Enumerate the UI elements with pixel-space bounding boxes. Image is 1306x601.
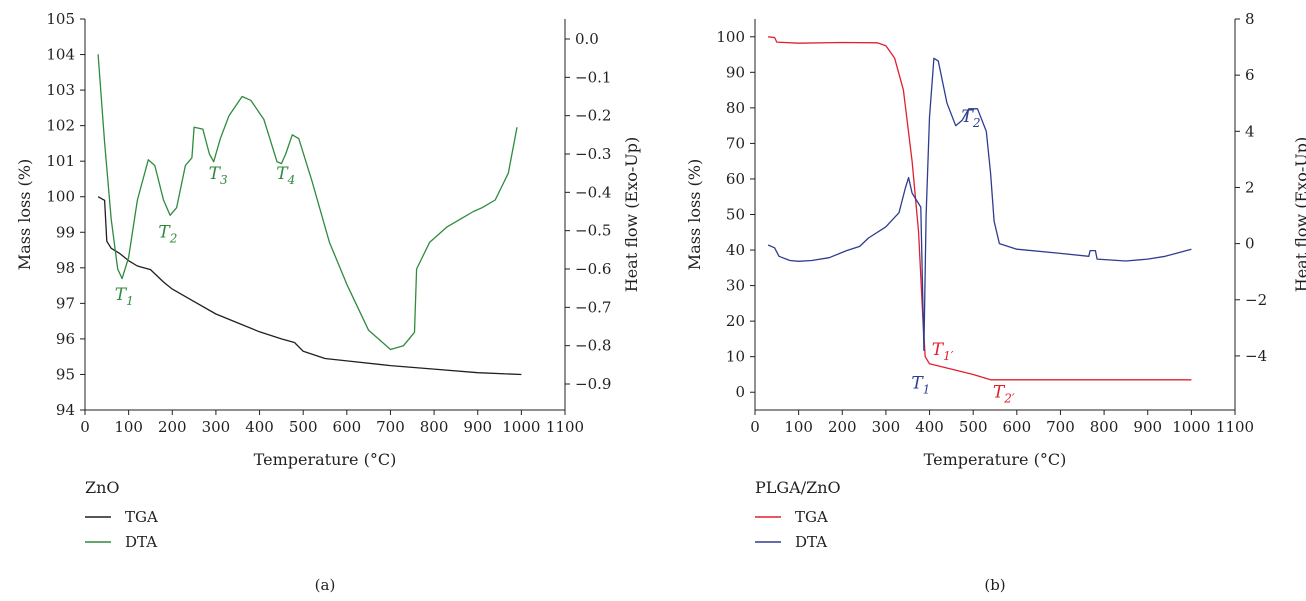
x-tick-label: 300 [872, 418, 901, 436]
series-line-tga [97, 196, 522, 376]
annotation-t2prime: T2′ [993, 383, 1015, 406]
y-left-tick-label: 70 [726, 134, 745, 152]
y-right-tick-label: −0.3 [575, 145, 611, 163]
y-left-tick-label: 98 [56, 259, 75, 277]
x-tick-label: 0 [80, 418, 90, 436]
annotation-t1prime: T1′ [932, 340, 954, 363]
y-left-tick-label: 104 [46, 46, 75, 64]
y-right-tick-label: −0.4 [575, 183, 611, 201]
y-right-tick-label: 2 [1245, 178, 1255, 196]
x-tick-label: 600 [1002, 418, 1031, 436]
panel-b-chart: 0 100 200 300 400 500 600 700 800 900 1000 11000102… [685, 10, 1306, 594]
x-axis-title: Temperature (°C) [924, 450, 1067, 469]
y-left-tick-label: 40 [726, 241, 745, 259]
y-right-tick-label: 0.0 [575, 30, 599, 48]
y-left-tick-label: 96 [56, 330, 75, 348]
legend-label-tga: TGA [795, 508, 828, 526]
x-tick-label: 1000 [502, 418, 540, 436]
panel-label: (b) [984, 576, 1005, 594]
annotation-t3: T3 [209, 164, 228, 187]
x-tick-label: 1100 [1216, 418, 1254, 436]
y-right-axis-title: Heat flow (Exo-Up) [622, 137, 641, 293]
x-tick-label: 800 [420, 418, 449, 436]
x-tick-label: 200 [158, 418, 187, 436]
y-right-tick-label: 8 [1245, 10, 1255, 28]
y-right-tick-label: 0 [1245, 235, 1255, 253]
panel-label: (a) [315, 576, 336, 594]
annotation-t1: T1 [911, 374, 930, 397]
x-tick-label: 900 [1133, 418, 1162, 436]
x-tick-label: 300 [202, 418, 231, 436]
annotation-t2: T2 [962, 107, 981, 130]
x-tick-label: 0 [750, 418, 760, 436]
annotation-t1: T1 [115, 285, 134, 308]
x-tick-label: 200 [828, 418, 857, 436]
y-left-tick-label: 99 [56, 223, 75, 241]
legend-title: ZnO [85, 478, 120, 497]
y-right-tick-label: −0.6 [575, 260, 611, 278]
legend-title: PLGA/ZnO [755, 478, 841, 497]
y-left-tick-label: 100 [716, 28, 745, 46]
y-left-tick-label: 0 [735, 383, 745, 401]
panel-a-chart: 0 100 200 300 400 500 600 700 800 900 1000 1100 94 95… [15, 10, 641, 594]
legend-label-tga: TGA [125, 508, 158, 526]
x-tick-label: 500 [959, 418, 988, 436]
y-right-tick-label: −0.1 [575, 68, 611, 86]
series-line-dta [97, 54, 518, 351]
y-right-tick-label: −0.7 [575, 298, 611, 316]
y-left-axis-title: Mass loss (%) [685, 159, 704, 270]
x-tick-label: 500 [289, 418, 318, 436]
x-tick-label: 100 [114, 418, 143, 436]
y-left-tick-label: 90 [726, 63, 745, 81]
x-tick-label: 1000 [1172, 418, 1210, 436]
y-left-tick-label: 102 [46, 117, 75, 135]
series-line-dta [767, 57, 1192, 351]
y-right-tick-label: −0.8 [575, 337, 611, 355]
y-left-tick-label: 50 [726, 206, 745, 224]
y-right-tick-label: 6 [1245, 66, 1255, 84]
y-left-tick-label: 80 [726, 99, 745, 117]
y-left-tick-label: 101 [46, 152, 75, 170]
legend-label-dta: DTA [125, 533, 157, 551]
y-right-tick-label: −0.2 [575, 107, 611, 125]
x-axis-title: Temperature (°C) [254, 450, 397, 469]
y-left-tick-label: 100 [46, 188, 75, 206]
y-left-tick-label: 94 [56, 401, 75, 419]
x-tick-label: 700 [376, 418, 405, 436]
y-right-tick-label: −4 [1245, 347, 1267, 365]
y-left-tick-label: 10 [726, 348, 745, 366]
x-tick-label: 700 [1046, 418, 1075, 436]
y-right-tick-label: 4 [1245, 122, 1255, 140]
y-left-tick-label: 60 [726, 170, 745, 188]
x-tick-label: 800 [1090, 418, 1119, 436]
legend-label-dta: DTA [795, 533, 827, 551]
y-left-axis-title: Mass loss (%) [15, 159, 34, 270]
y-right-tick-label: −0.9 [575, 375, 611, 393]
x-tick-label: 400 [915, 418, 944, 436]
y-right-tick-label: −0.5 [575, 222, 611, 240]
y-left-tick-label: 103 [46, 81, 75, 99]
annotation-t4: T4 [276, 164, 295, 187]
x-tick-label: 1100 [546, 418, 584, 436]
series-line-tga [768, 36, 1192, 381]
y-left-tick-label: 95 [56, 365, 75, 383]
y-left-tick-label: 97 [56, 294, 75, 312]
y-right-axis-title: Heat flow (Exo-Up) [1292, 137, 1306, 293]
x-tick-label: 900 [463, 418, 492, 436]
x-tick-label: 600 [332, 418, 361, 436]
annotation-t2: T2 [158, 223, 177, 246]
y-left-tick-label: 20 [726, 312, 745, 330]
x-tick-label: 400 [245, 418, 274, 436]
y-right-tick-label: −2 [1245, 291, 1267, 309]
y-left-tick-label: 105 [46, 10, 75, 28]
x-tick-label: 100 [784, 418, 813, 436]
y-left-tick-label: 30 [726, 277, 745, 295]
